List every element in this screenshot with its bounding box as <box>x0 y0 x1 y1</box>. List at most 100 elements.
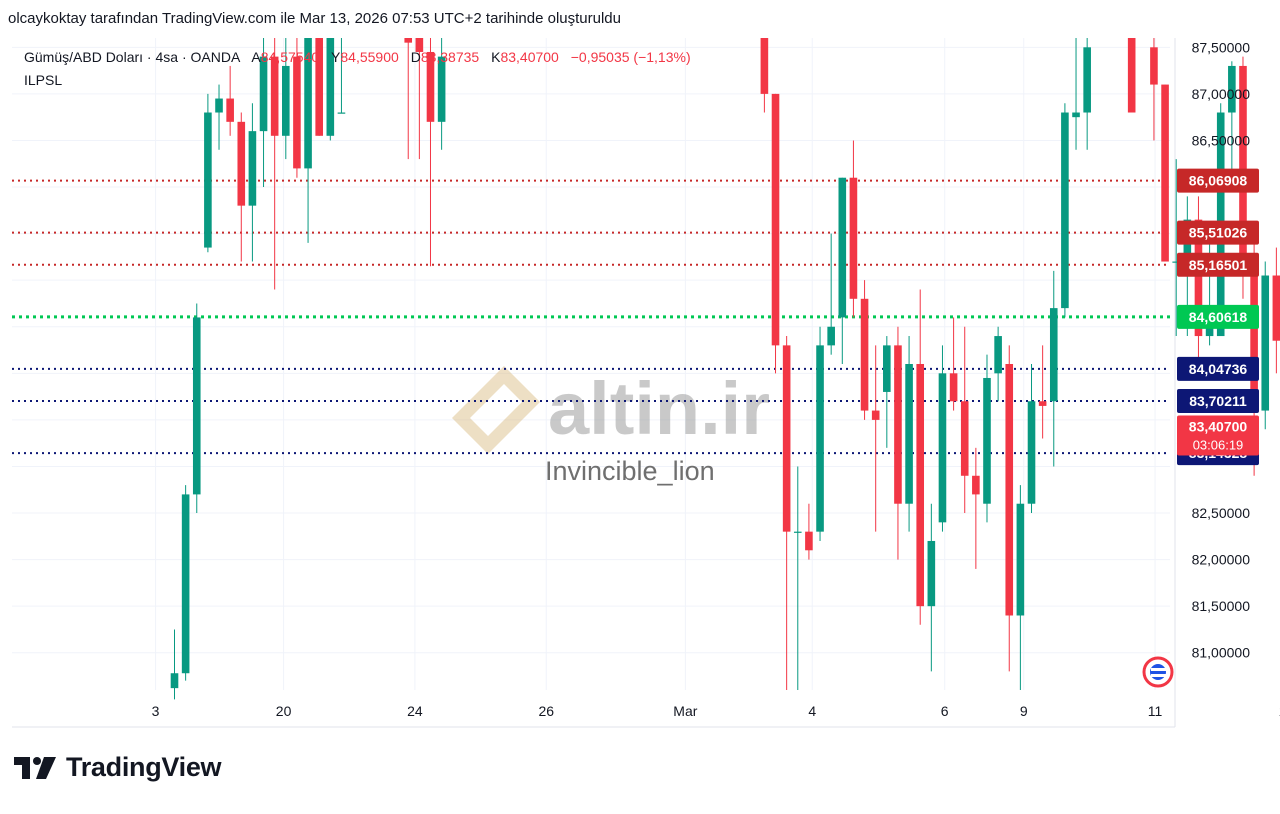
level-labels: 86,06908 85,51026 85,16501 84,60618 84,04736… <box>1177 168 1259 466</box>
candle <box>938 345 947 532</box>
flag-icon[interactable] <box>1142 656 1174 688</box>
candle-body <box>938 373 947 523</box>
candle-body <box>1038 401 1047 406</box>
candle-body <box>1016 503 1025 616</box>
candle-body <box>771 93 780 346</box>
candle-body <box>304 38 312 169</box>
current-price-tag: 83,40700 03:06:19 <box>1177 415 1259 456</box>
candle <box>793 466 802 690</box>
current-price-value: 83,40700 <box>1189 419 1248 435</box>
time-tick-label: 26 <box>538 703 554 719</box>
candle <box>1228 61 1236 178</box>
price-level-tag-text: 83,70211 <box>1189 393 1247 409</box>
candle-body <box>1049 308 1058 402</box>
candle <box>1127 38 1136 113</box>
price-level-tag-bg <box>1177 356 1259 381</box>
candle <box>1083 38 1091 150</box>
altin-watermark-logo: altin.ir <box>452 366 770 454</box>
current-price-countdown: 03:06:19 <box>1193 438 1244 453</box>
time-tick-label: Mar <box>673 703 697 719</box>
candle <box>204 93 212 253</box>
candle <box>1161 84 1169 262</box>
price-tick-label: 87,50000 <box>1192 39 1251 55</box>
time-tick-label: 4 <box>808 703 816 719</box>
candle <box>805 503 813 560</box>
candle <box>170 629 179 700</box>
published-line: olcaykoktay tarafından TradingView.com i… <box>8 10 621 27</box>
candle <box>860 280 869 420</box>
candle-body <box>883 345 891 392</box>
candle-body <box>1083 47 1091 113</box>
candle <box>916 289 925 625</box>
legend-d-value: 83,38735 <box>420 49 480 65</box>
time-tick-label: 3 <box>152 703 160 719</box>
candle <box>192 303 201 514</box>
candle <box>304 38 312 243</box>
candle <box>994 326 1002 402</box>
price-level-tag-text: 85,16501 <box>1189 257 1248 273</box>
candle-body <box>905 364 913 504</box>
candle <box>1172 159 1180 337</box>
price-tick-label: 82,50000 <box>1192 505 1251 521</box>
time-tick-label: 9 <box>1020 703 1028 719</box>
candle-body <box>326 38 335 136</box>
candle <box>838 177 847 364</box>
candle-body <box>793 531 802 533</box>
candle-body <box>293 56 301 169</box>
candle-body <box>916 364 925 607</box>
candle <box>1027 364 1036 514</box>
current-price-tag-bg <box>1177 415 1259 456</box>
candle-body <box>170 673 179 689</box>
candle-body <box>337 112 346 114</box>
candle-body <box>1161 84 1169 262</box>
candle-body <box>1261 275 1270 411</box>
candle-body <box>1005 364 1014 616</box>
candle-body <box>782 345 791 532</box>
candle <box>215 84 223 150</box>
candle <box>404 38 413 160</box>
candle-body <box>983 377 991 504</box>
candle <box>771 93 780 374</box>
price-level-tag-bg <box>1177 252 1259 277</box>
price-level-tag: 85,51026 <box>1177 220 1259 245</box>
candle-body <box>827 326 835 346</box>
price-level-tag: 84,04736 <box>1177 356 1259 381</box>
time-tick-label: 13 <box>1279 703 1280 719</box>
price-level-tag: 85,16501 <box>1177 252 1259 277</box>
price-level-tag-text: 84,60618 <box>1189 309 1248 325</box>
candle <box>326 38 335 141</box>
candle-body <box>816 345 824 532</box>
tradingview-logo-icon <box>14 756 56 779</box>
indicator-name[interactable]: ILPSL <box>24 72 63 88</box>
candle-body <box>1239 65 1247 271</box>
candle <box>226 65 234 136</box>
candle <box>760 38 769 113</box>
legend-y-label: Y <box>331 49 341 65</box>
candle-body <box>404 38 413 43</box>
candle-body <box>1172 261 1180 263</box>
tradingview-logo-text: TradingView <box>66 752 222 782</box>
candle-body <box>1250 270 1258 392</box>
candle-body <box>838 177 847 318</box>
candle-body <box>192 317 201 495</box>
tradingview-logo[interactable]: TradingView <box>14 752 222 783</box>
candle <box>270 38 279 290</box>
legend-change: −0,95035 (−1,13%) <box>570 49 691 65</box>
candle-body <box>927 540 936 607</box>
candle <box>282 38 290 160</box>
candle <box>782 336 791 690</box>
candle-body <box>204 112 212 248</box>
candle <box>293 38 301 178</box>
price-level-tag: 84,60618 <box>1177 304 1259 329</box>
candle <box>849 140 858 318</box>
candle-body <box>226 98 234 122</box>
candle-body <box>805 531 813 551</box>
candle <box>972 447 980 569</box>
candle-body <box>994 336 1002 374</box>
candle <box>949 317 958 411</box>
price-level-tag-bg <box>1177 389 1259 414</box>
candle-body <box>282 65 290 136</box>
candle-body <box>960 401 969 476</box>
